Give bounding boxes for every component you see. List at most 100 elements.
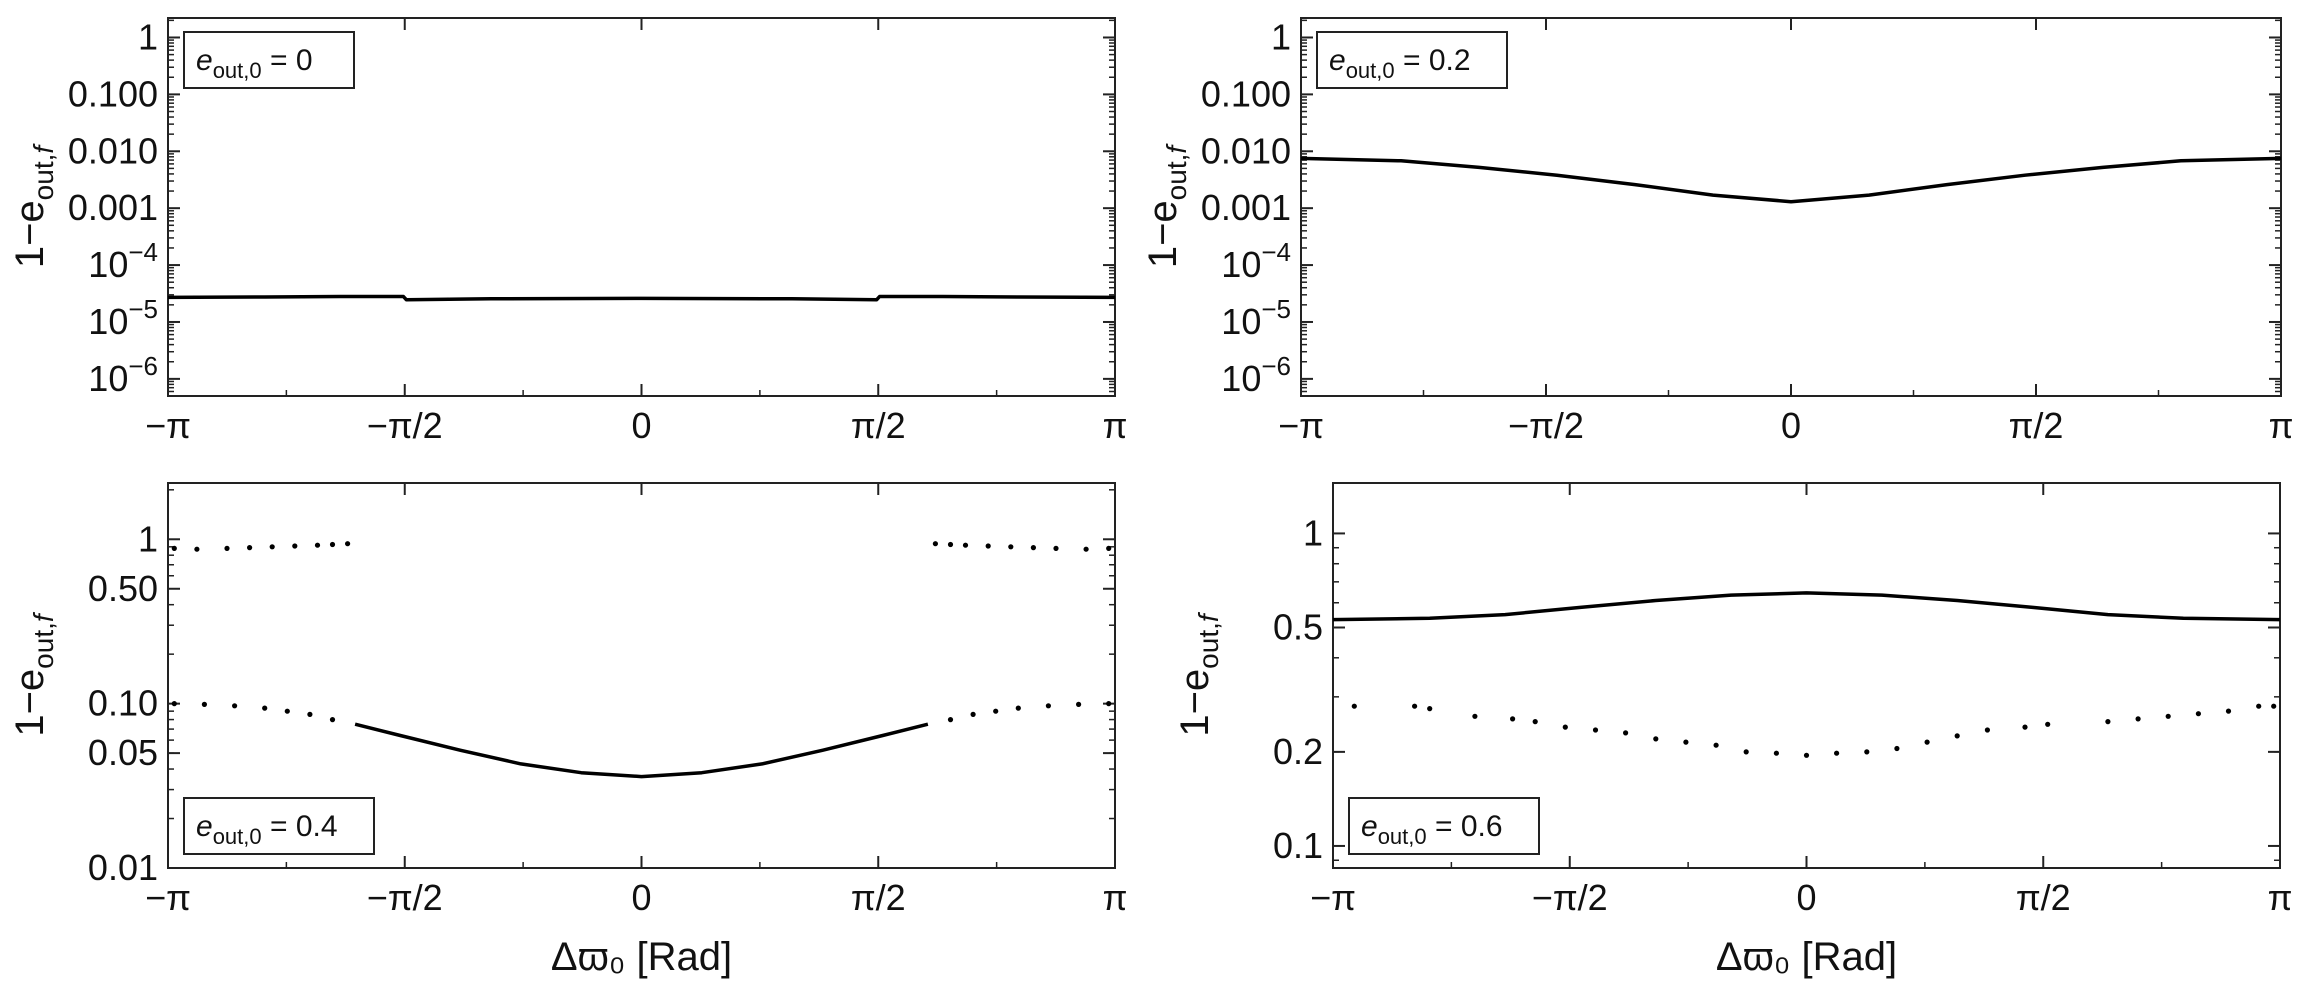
- legend-label: eout,0 = 0.6: [1361, 810, 1503, 849]
- series-line: [167, 294, 1116, 302]
- data-point: [2045, 721, 2051, 727]
- data-point: [292, 543, 298, 549]
- data-point: [314, 542, 321, 548]
- data-point: [2225, 708, 2232, 714]
- legend-label: eout,0 = 0.2: [1329, 44, 1471, 83]
- data-point: [1106, 701, 1112, 707]
- data-point: [2105, 719, 2111, 725]
- chart-panel-top-right: 1 0.100 0.010 0.001 10−4 10−5 10−6 −π −π/2 0 π/2 π 1…: [1141, 16, 2293, 446]
- x-tick-label: −π/2: [367, 405, 443, 446]
- series-line: [354, 722, 929, 779]
- data-point: [1083, 546, 1089, 552]
- x-tick-label: −π/2: [1532, 877, 1608, 918]
- x-tick-label: π/2: [851, 877, 906, 918]
- y-tick-label: 10−5: [88, 294, 158, 342]
- data-point: [269, 544, 275, 550]
- data-point: [1562, 724, 1568, 730]
- data-point: [1015, 705, 1021, 711]
- data-point: [201, 701, 207, 708]
- y-tick-label: 10−4: [1221, 237, 1291, 285]
- data-point: [232, 703, 238, 709]
- y-tick-label: 10−4: [88, 237, 158, 285]
- data-point: [932, 541, 939, 547]
- data-point: [307, 711, 313, 718]
- data-point: [247, 545, 253, 551]
- data-point: [1713, 742, 1719, 748]
- data-point: [194, 546, 200, 552]
- y-tick-label: 0.100: [68, 73, 158, 114]
- legend-box: eout,0 = 0.4: [183, 797, 375, 855]
- data-point: [1008, 544, 1014, 550]
- y-tick-label: 0.010: [68, 130, 158, 171]
- y-axis-label: 1−eout,f: [8, 143, 59, 269]
- data-point: [2256, 703, 2262, 709]
- x-axis-label: Δϖ₀ [Rad]: [1716, 935, 1897, 979]
- data-point: [329, 541, 336, 548]
- legend-label: eout,0 = 0: [196, 44, 313, 83]
- chart-panel-bottom-left: 1 0.50 0.10 0.05 0.01−π −π/2 0 π/2 π 1−eout,f Δϖ₀ …: [8, 482, 1128, 979]
- x-tick-label: −π/2: [367, 877, 443, 918]
- data-point: [2271, 703, 2277, 709]
- data-point: [1592, 727, 1599, 733]
- data-point: [1623, 730, 1629, 736]
- data-point: [947, 541, 954, 548]
- data-point: [1427, 706, 1433, 712]
- legend-label: eout,0 = 0.4: [196, 810, 338, 849]
- data-point: [947, 717, 954, 723]
- data-point: [1045, 703, 1051, 709]
- data-point: [2195, 711, 2201, 717]
- data-point: [2135, 716, 2141, 722]
- data-point: [171, 701, 177, 707]
- legend-frame: [183, 31, 355, 89]
- y-tick-label: 1: [1271, 16, 1291, 57]
- y-tick-label: 10−6: [88, 351, 158, 399]
- data-point: [970, 711, 976, 718]
- data-point: [993, 708, 999, 714]
- y-tick-label: 1: [138, 16, 158, 57]
- data-point: [1743, 749, 1749, 755]
- data-point: [1954, 733, 1960, 739]
- y-tick-label: 1: [138, 518, 158, 559]
- y-tick-label: 0.10: [88, 683, 158, 724]
- x-tick-label: 0: [631, 877, 651, 918]
- legend-box: eout,0 = 0.2: [1316, 31, 1508, 89]
- y-tick-label: 0.001: [1201, 187, 1291, 228]
- x-tick-label: π/2: [851, 405, 906, 446]
- data-point: [1351, 703, 1357, 709]
- y-axis-label: 1−eout,f: [8, 611, 59, 737]
- data-point: [1894, 745, 1900, 752]
- y-tick-label: 0.05: [88, 732, 158, 773]
- y-tick-label: 0.100: [1201, 73, 1291, 114]
- data-point: [1030, 545, 1036, 551]
- x-tick-label: π: [1103, 877, 1128, 918]
- x-tick-label: −π: [1310, 877, 1356, 918]
- data-point: [171, 545, 177, 552]
- data-point: [1834, 750, 1840, 756]
- data-point: [1106, 545, 1112, 552]
- x-tick-label: 0: [631, 405, 651, 446]
- y-tick-label: 0.001: [68, 187, 158, 228]
- chart-panel-bottom-right: 1 0.5 0.2 0.1 −π −π/2 0 π/2 π 1−eout,f Δϖ₀ [Rad] eo…: [1173, 482, 2292, 979]
- data-point: [1076, 701, 1082, 708]
- data-point: [1864, 749, 1870, 755]
- data-point: [2022, 724, 2028, 730]
- data-point: [1924, 739, 1930, 745]
- data-point: [1683, 739, 1689, 745]
- x-tick-label: π/2: [2016, 877, 2071, 918]
- legend-box: eout,0 = 0: [183, 31, 355, 89]
- data-point: [284, 708, 290, 714]
- data-point: [1472, 713, 1478, 719]
- x-tick-label: 0: [1796, 877, 1816, 918]
- y-tick-label: 0.01: [88, 847, 158, 888]
- legend-frame: [183, 797, 375, 855]
- y-tick-label: 10−5: [1221, 294, 1291, 342]
- x-axis-label: Δϖ₀ [Rad]: [551, 935, 732, 979]
- data-point: [985, 543, 991, 549]
- data-point: [1510, 716, 1516, 722]
- data-point: [1803, 752, 1810, 758]
- y-axis-label: 1−eout,f: [1173, 611, 1224, 737]
- data-point: [2165, 713, 2171, 719]
- data-point: [962, 542, 969, 548]
- data-point: [329, 717, 336, 723]
